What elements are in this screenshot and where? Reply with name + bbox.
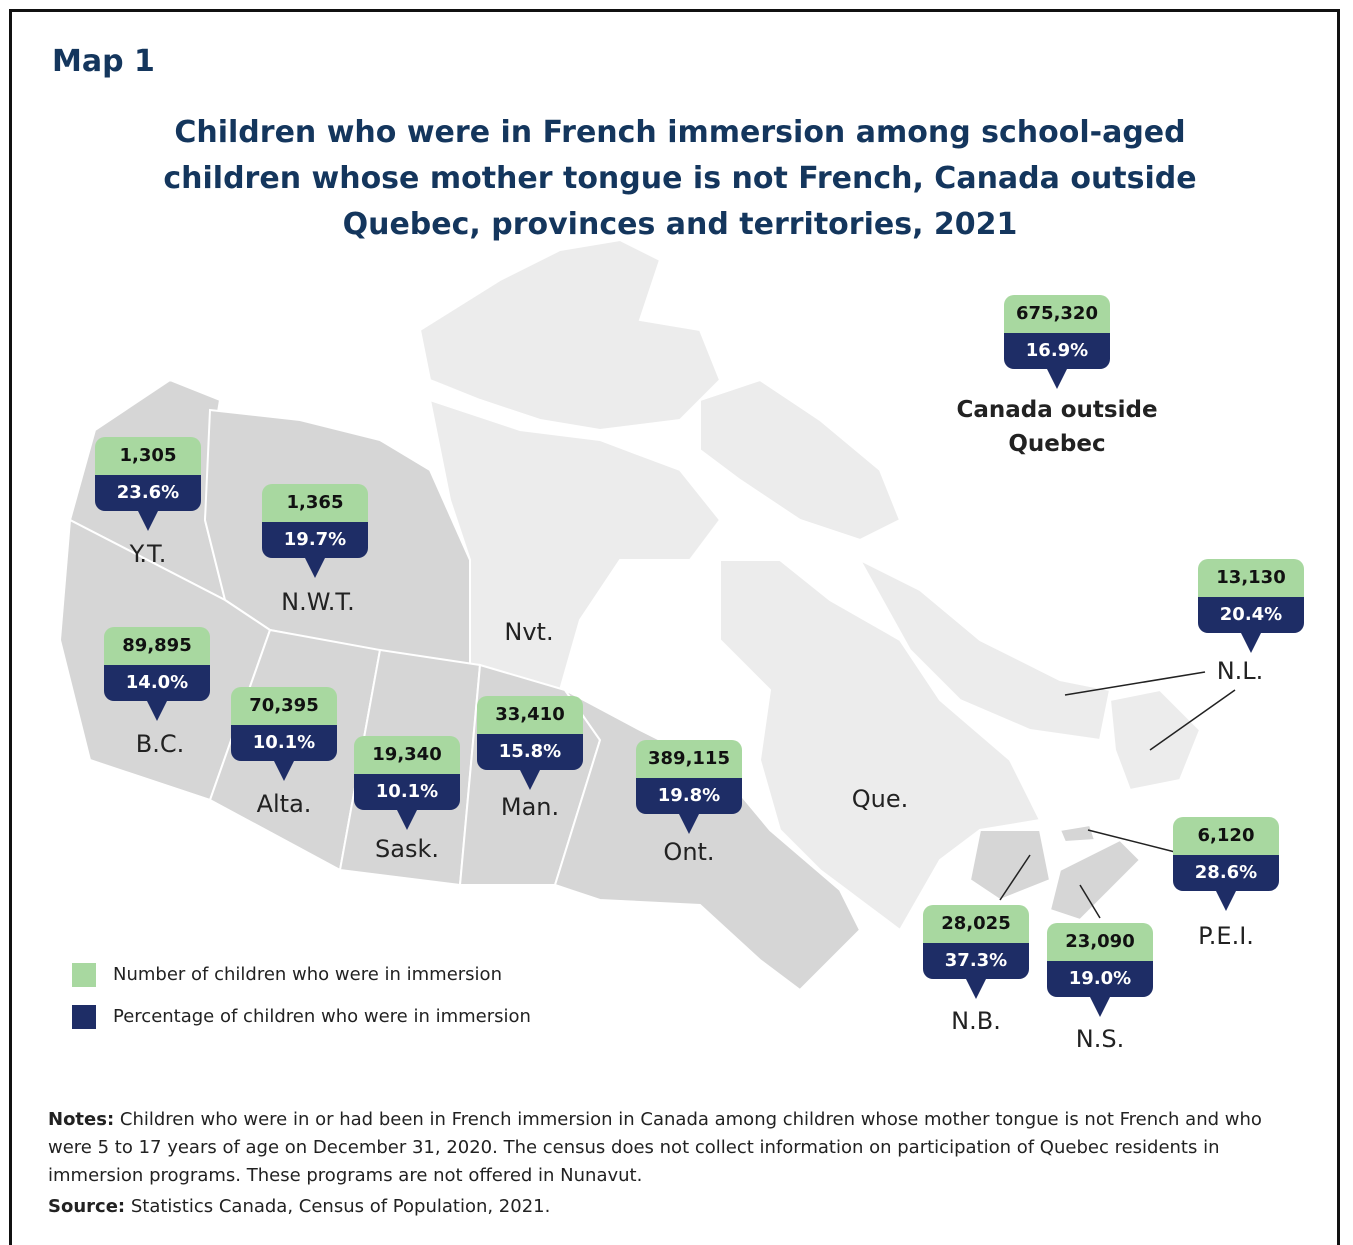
count-label: 13,130 [1198,559,1304,597]
callout-pointer [1241,633,1261,653]
percent-label: 19.0% [1047,961,1153,997]
callout: 19,340 10.1% [354,736,460,830]
callout: 1,365 19.7% [262,484,368,578]
region-name: Man. [500,793,560,821]
leader-line [1149,689,1236,751]
callout: 389,115 19.8% [636,740,742,834]
count-label: 1,305 [95,437,201,475]
percent-label: 14.0% [104,665,210,701]
region-name: Y.T. [129,540,167,568]
legend-label: Number of children who were in immersion [113,964,502,985]
callout-pointer [138,511,158,531]
callout: 23,090 19.0% [1047,923,1153,1017]
percent-label: 28.6% [1173,855,1279,891]
percent-label: 23.6% [95,475,201,511]
callout: 28,025 37.3% [923,905,1029,999]
callout: 6,120 28.6% [1173,817,1279,911]
leader-line [1079,884,1101,919]
map-title: Children who were in French immersion am… [163,115,1197,242]
region-name: Canada outside Quebec [956,397,1158,457]
region-name: Sask. [375,835,439,863]
callout-pointer [147,701,167,721]
count-label: 89,895 [104,627,210,665]
newfoundland [1108,688,1202,792]
quebec [719,559,1042,932]
percent-label: 10.1% [354,774,460,810]
callout-pointer [520,770,540,790]
map-label: Map 1 [52,44,155,79]
callout: 70,395 10.1% [231,687,337,781]
percent-label: 16.9% [1004,333,1110,369]
callout-pointer [966,979,986,999]
callout-pointer [397,810,417,830]
source-label: Source: [48,1196,126,1217]
callout: 13,130 20.4% [1198,559,1304,653]
region-name: N.S. [1075,1025,1125,1053]
region-name: N.L. [1216,657,1264,685]
percent-label: 10.1% [231,725,337,761]
region-name: N.B. [951,1007,1001,1035]
callout: 33,410 15.8% [477,696,583,790]
count-label: 1,365 [262,484,368,522]
callout-pointer [1047,369,1067,389]
source-text: Statistics Canada, Census of Population,… [130,1196,551,1217]
count-label: 70,395 [231,687,337,725]
count-label: 675,320 [1004,295,1110,333]
count-label: 19,340 [354,736,460,774]
count-label: 23,090 [1047,923,1153,961]
new-brunswick [968,829,1052,902]
callout-pointer [305,558,325,578]
leader-line [999,854,1031,901]
callout-pointer [679,814,699,834]
count-label: 389,115 [636,740,742,778]
callout: 1,305 23.6% [95,437,201,531]
callout: 675,320 16.9% [1004,295,1110,389]
count-label: 33,410 [477,696,583,734]
region-name: Alta. [256,790,312,818]
percent-label: 19.7% [262,522,368,558]
region-name: Que. [851,785,909,813]
baffin [699,378,902,542]
percent-label: 37.3% [923,943,1029,979]
percent-label: 19.8% [636,778,742,814]
callout-pointer [1090,997,1110,1017]
source: Source: Statistics Canada, Census of Pop… [48,1196,550,1217]
pei [1058,823,1097,844]
count-label: 6,120 [1173,817,1279,855]
legend-swatch [72,963,96,987]
callout: 89,895 14.0% [104,627,210,721]
region-name: Ont. [663,838,715,866]
notes-text: Children who were in or had been in Fren… [48,1109,1262,1186]
region-name: N.W.T. [281,588,355,616]
legend-swatch [72,1005,96,1029]
arctic-islands [418,238,722,432]
callout-pointer [274,761,294,781]
region-name: Nvt. [504,618,554,646]
notes: Notes: Children who were in or had been … [48,1106,1308,1190]
region-name: P.E.I. [1198,922,1254,950]
percent-label: 20.4% [1198,597,1304,633]
callout-pointer [1216,891,1236,911]
labrador [857,557,1112,742]
frame [9,9,1340,1245]
leader-line [1064,671,1206,696]
leader-line [1087,829,1176,853]
nova-scotia [1048,838,1142,922]
legend-label: Percentage of children who were in immer… [113,1006,531,1027]
region-name: B.C. [135,730,185,758]
notes-label: Notes: [48,1109,115,1130]
count-label: 28,025 [923,905,1029,943]
percent-label: 15.8% [477,734,583,770]
